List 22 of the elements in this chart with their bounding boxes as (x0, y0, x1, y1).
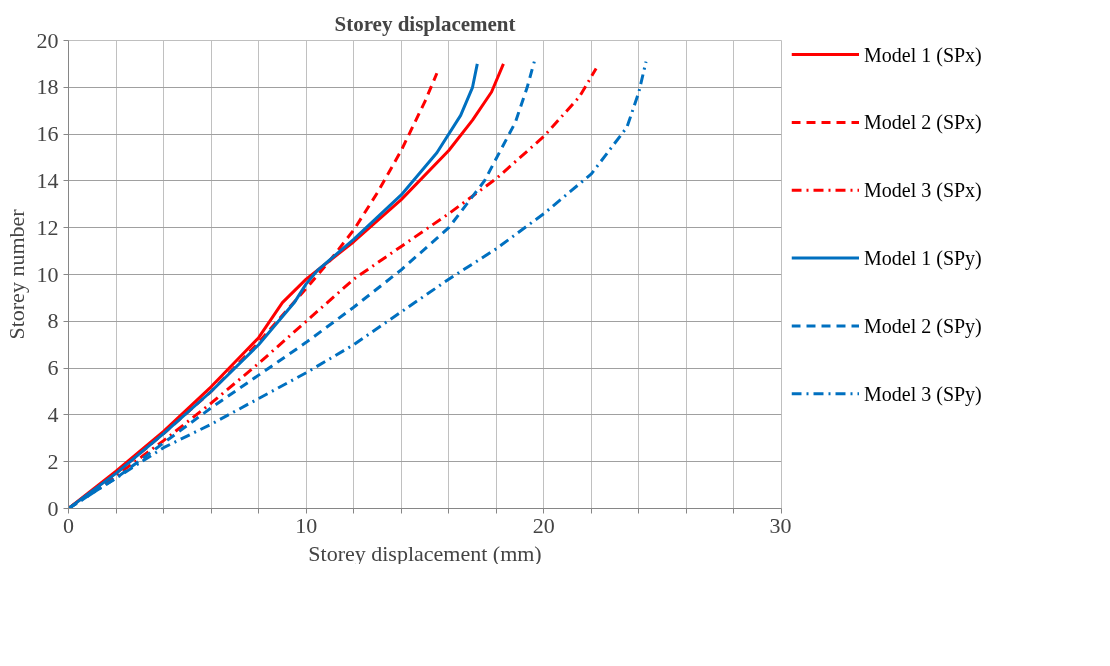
chart-title: Storey displacement (334, 11, 516, 36)
y-tick-label: 6 (47, 355, 59, 381)
y-tick-label: 4 (47, 401, 59, 427)
legend-label: Model 2 (SPx) (864, 111, 982, 135)
legend-label: Model 1 (SPy) (864, 247, 982, 271)
y-tick-label: 2 (47, 448, 59, 474)
y-axis-title: Storey number (3, 208, 29, 340)
y-tick-label: 0 (47, 495, 59, 521)
y-tick-label: 18 (36, 74, 59, 100)
y-tick-label: 12 (36, 214, 59, 240)
y-tick-label: 14 (36, 167, 59, 193)
x-tick-label: 20 (532, 512, 555, 538)
x-tick-label: 10 (295, 512, 318, 538)
x-tick-label: 30 (769, 512, 792, 538)
legend-label: Model 1 (SPx) (864, 43, 982, 67)
legend-label: Model 3 (SPy) (864, 382, 982, 406)
y-tick-label: 20 (36, 27, 59, 53)
y-tick-label: 16 (36, 121, 59, 147)
y-tick-label: 10 (36, 261, 59, 287)
y-tick-label: 8 (47, 308, 59, 334)
legend-label: Model 3 (SPx) (864, 179, 982, 203)
legend-label: Model 2 (SPy) (864, 314, 982, 338)
